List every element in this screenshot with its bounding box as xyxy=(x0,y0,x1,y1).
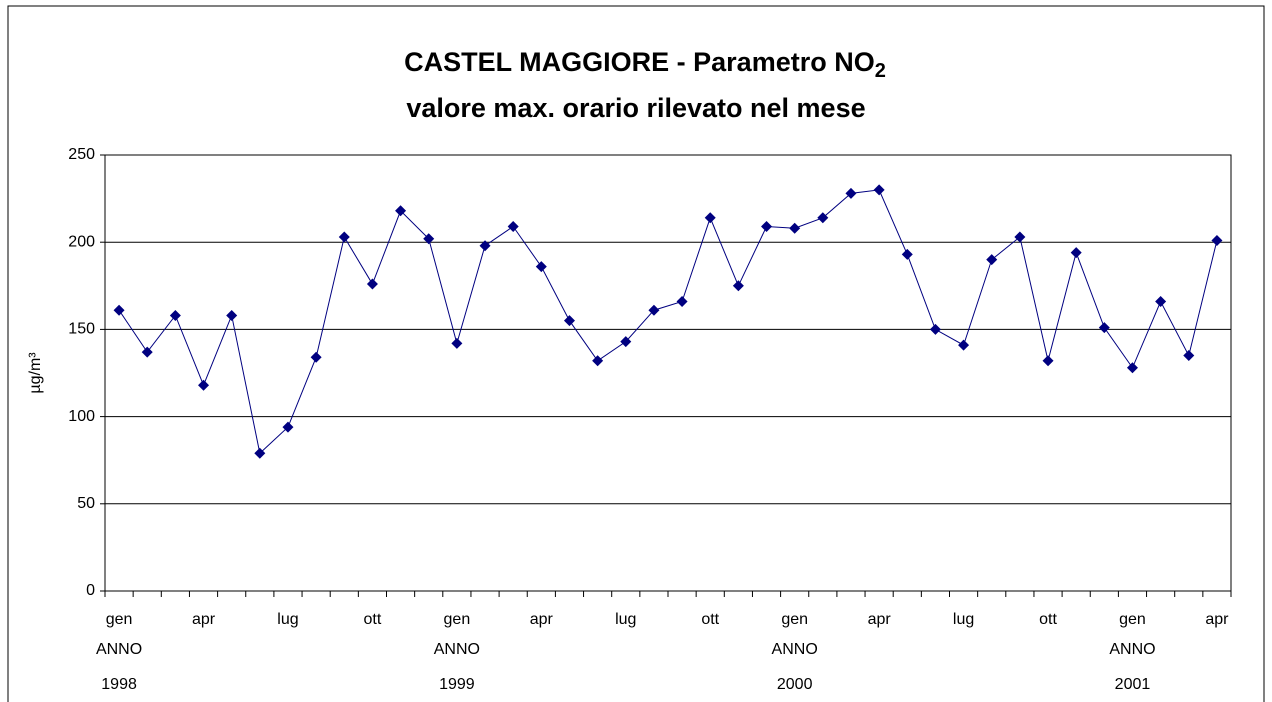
data-point xyxy=(423,233,435,245)
data-line xyxy=(118,189,1218,455)
x-tick-label: apr xyxy=(530,611,554,628)
x-tick-label: gen xyxy=(444,611,471,628)
data-point xyxy=(986,254,998,266)
data-point xyxy=(310,351,322,363)
data-point xyxy=(254,447,266,459)
data-point xyxy=(169,309,181,321)
x-tick-label: ott xyxy=(1039,611,1057,628)
x-year-label: 2000 xyxy=(777,676,813,693)
data-point xyxy=(1211,234,1223,246)
data-point xyxy=(338,231,350,243)
data-point xyxy=(732,280,744,292)
data-point xyxy=(1042,355,1054,367)
data-point xyxy=(817,212,829,224)
data-point xyxy=(1098,322,1110,334)
plot-area xyxy=(104,154,1232,592)
x-tick-label: lug xyxy=(615,611,636,628)
data-point xyxy=(563,315,575,327)
data-point xyxy=(845,187,857,199)
x-group-label: ANNO xyxy=(1109,641,1155,658)
data-point xyxy=(451,337,463,349)
data-point xyxy=(282,421,294,433)
data-point xyxy=(1014,231,1026,243)
data-point xyxy=(226,309,238,321)
data-point xyxy=(141,346,153,358)
data-point xyxy=(535,261,547,273)
x-tick-label: gen xyxy=(106,611,133,628)
data-point xyxy=(620,336,632,348)
x-tick-label: lug xyxy=(277,611,298,628)
y-tick-label: 100 xyxy=(68,408,95,425)
data-point xyxy=(789,222,801,234)
x-tick-label: gen xyxy=(781,611,808,628)
x-year-label: 1999 xyxy=(439,676,475,693)
y-tick-label: 50 xyxy=(77,495,95,512)
data-point xyxy=(648,304,660,316)
x-year-label: 2001 xyxy=(1115,676,1151,693)
data-point xyxy=(1070,247,1082,259)
data-point xyxy=(592,355,604,367)
y-tick-label: 250 xyxy=(68,146,95,163)
data-point xyxy=(704,212,716,224)
x-tick-label: lug xyxy=(953,611,974,628)
data-point xyxy=(366,278,378,290)
x-tick-label: apr xyxy=(192,611,216,628)
data-point xyxy=(479,240,491,252)
x-tick-label: ott xyxy=(701,611,719,628)
x-group-label: ANNO xyxy=(772,641,818,658)
data-point xyxy=(1126,362,1138,374)
x-tick-label: apr xyxy=(1205,611,1229,628)
x-group-label: ANNO xyxy=(96,641,142,658)
data-point xyxy=(198,379,210,391)
data-point xyxy=(113,304,125,316)
x-tick-label: ott xyxy=(364,611,382,628)
y-axis-label: µg/m³ xyxy=(27,352,44,394)
y-tick-label: 150 xyxy=(68,321,95,338)
chart-title-subscript: 2 xyxy=(875,60,886,82)
data-point xyxy=(761,221,773,233)
data-point xyxy=(929,323,941,335)
data-point xyxy=(1183,350,1195,362)
y-tick-label: 200 xyxy=(68,233,95,250)
chart-title-main: CASTEL MAGGIORE - Parametro NO xyxy=(404,47,875,77)
data-point xyxy=(958,339,970,351)
data-point xyxy=(395,205,407,217)
x-tick-label: apr xyxy=(868,611,892,628)
chart-title: CASTEL MAGGIORE - Parametro NO2 xyxy=(404,47,886,82)
y-tick-label: 0 xyxy=(86,582,95,599)
chart-frame xyxy=(7,5,1265,702)
data-point xyxy=(507,221,519,233)
x-tick-label: gen xyxy=(1119,611,1146,628)
x-year-label: 1998 xyxy=(101,676,137,693)
data-point xyxy=(676,295,688,307)
data-point xyxy=(1155,295,1167,307)
x-group-label: ANNO xyxy=(434,641,480,658)
chart-subtitle: valore max. orario rilevato nel mese xyxy=(406,93,865,123)
data-point xyxy=(873,184,885,196)
data-point xyxy=(901,248,913,260)
